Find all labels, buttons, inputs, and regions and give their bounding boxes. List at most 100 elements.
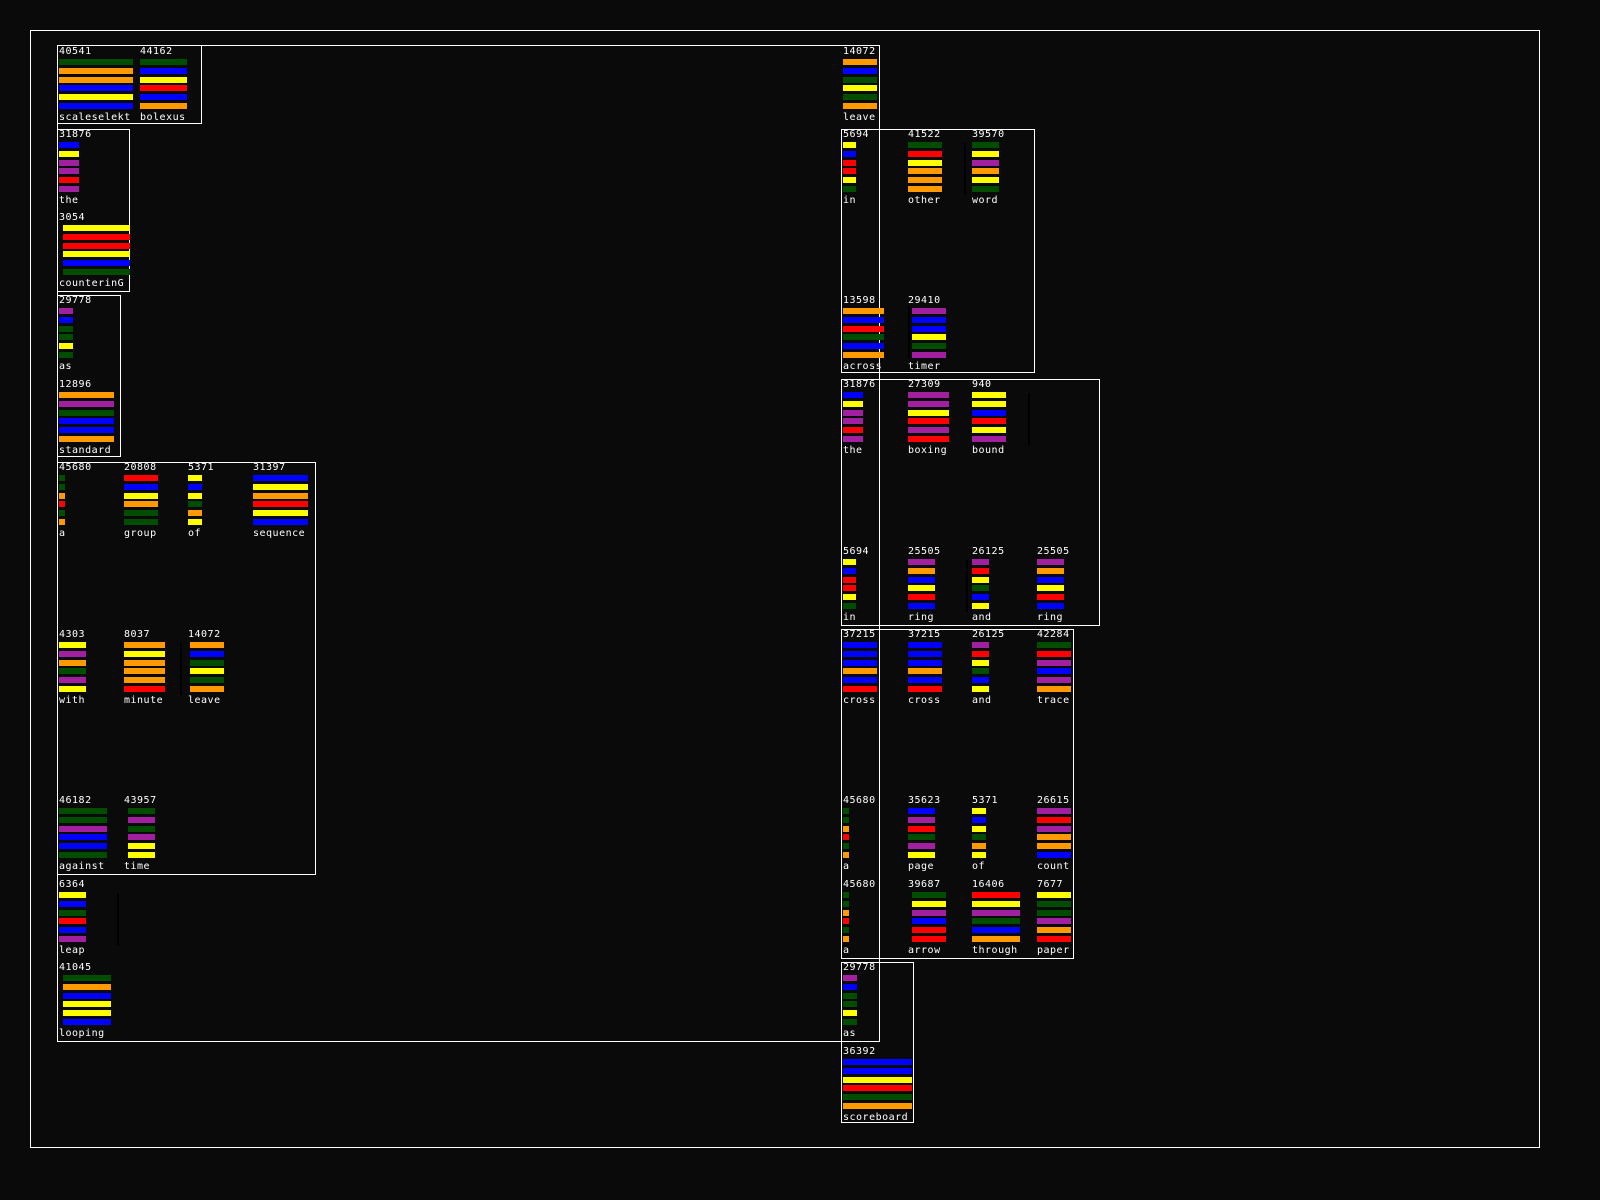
word-glyph-minute: 8037 minute (123, 629, 168, 706)
color-bar (124, 492, 158, 499)
word-glyph-as-left: 29778 as (58, 295, 91, 372)
color-bar (1037, 686, 1071, 692)
color-bar (972, 427, 1006, 434)
color-bar (912, 892, 946, 898)
color-bar (843, 585, 856, 592)
word-glyph-and-2: 26125 and (971, 629, 1004, 706)
color-bar (188, 483, 202, 490)
word-glyph-group: 20808 group (123, 462, 161, 539)
group-cross (841, 629, 1074, 959)
word-number: 25505 (1037, 546, 1070, 557)
group-in-top (841, 129, 1035, 373)
color-bar (843, 418, 863, 425)
color-bar (843, 308, 884, 314)
word-label: boxing (908, 445, 948, 456)
color-bar (908, 186, 942, 192)
color-bar (124, 519, 158, 525)
color-bar (59, 668, 86, 675)
color-bar (59, 909, 86, 916)
color-bar (63, 1019, 111, 1025)
color-bar (843, 567, 856, 574)
color-bar (843, 816, 849, 823)
color-bar (972, 659, 989, 666)
color-bar (128, 834, 155, 841)
color-bar (843, 825, 849, 832)
word-glyph-in-mid: 5694 in (842, 546, 869, 623)
color-bar (253, 475, 308, 481)
color-bar (1037, 816, 1071, 823)
color-bar (1037, 852, 1071, 858)
word-label: with (59, 695, 86, 706)
color-bar (59, 483, 65, 490)
color-bar (63, 269, 130, 275)
color-bar (59, 519, 65, 525)
color-bar (59, 510, 65, 517)
group-the-left (57, 129, 130, 292)
color-bar (59, 677, 86, 684)
word-number: 13598 (843, 295, 876, 306)
color-bar (1037, 659, 1071, 666)
color-bar (843, 892, 849, 898)
color-bar (843, 142, 856, 148)
color-bar (190, 642, 224, 648)
word-label: other (908, 195, 941, 206)
color-bar (59, 927, 86, 934)
color-bar (972, 559, 989, 565)
word-number: 36392 (843, 1046, 876, 1057)
color-bar (63, 975, 111, 981)
color-bar (972, 585, 989, 592)
color-bar (190, 650, 224, 657)
word-number: 4303 (59, 629, 86, 640)
word-glyph-cross-2: 37215 cross (907, 629, 945, 706)
color-bar (972, 808, 986, 814)
color-bar (972, 150, 999, 157)
color-bar (1037, 668, 1071, 675)
word-number: 8037 (124, 629, 151, 640)
color-bar (59, 392, 114, 398)
word-number: 14072 (188, 629, 221, 640)
word-label: of (972, 861, 986, 872)
word-label: standard (59, 445, 112, 456)
word-number: 26615 (1037, 795, 1070, 806)
color-bar (843, 67, 877, 74)
color-bar (843, 392, 863, 398)
word-glyph-count: 26615 count (1036, 795, 1074, 872)
word-number: 45680 (843, 795, 876, 806)
color-bar (124, 650, 165, 657)
color-bar (908, 567, 935, 574)
color-bar (843, 677, 877, 684)
word-number: 5694 (843, 129, 870, 140)
color-bar (843, 186, 856, 192)
word-glyph-across: 13598 across (842, 295, 887, 372)
color-bar (843, 918, 849, 925)
color-bar (1037, 909, 1071, 916)
color-bar (843, 642, 877, 648)
color-bar (843, 992, 857, 999)
word-glyph-paper: 7677 paper (1036, 879, 1074, 956)
color-bar (843, 334, 884, 341)
color-bar (843, 909, 849, 916)
word-glyph-boxing: 27309 boxing (907, 379, 952, 456)
word-number: 5371 (188, 462, 215, 473)
word-number: 46182 (59, 795, 92, 806)
color-bar (1037, 892, 1071, 898)
color-bar (908, 168, 942, 175)
color-bar (908, 576, 935, 583)
color-bar (972, 168, 999, 175)
word-number: 26125 (972, 546, 1005, 557)
word-glyph-sequence: 31397 sequence (252, 462, 311, 539)
color-bar (140, 76, 187, 83)
color-bar (972, 816, 986, 823)
word-label: cross (843, 695, 876, 706)
color-bar (843, 1085, 912, 1092)
color-bar (843, 94, 877, 101)
color-bar (59, 142, 79, 148)
color-bar (843, 1059, 912, 1065)
color-bar (908, 686, 942, 692)
color-bar (1037, 576, 1064, 583)
color-bar (843, 1010, 857, 1017)
word-number: 29410 (908, 295, 941, 306)
word-glyph-and-1: 26125 and (971, 546, 1004, 623)
color-bar (908, 677, 942, 684)
word-label: time (124, 861, 151, 872)
